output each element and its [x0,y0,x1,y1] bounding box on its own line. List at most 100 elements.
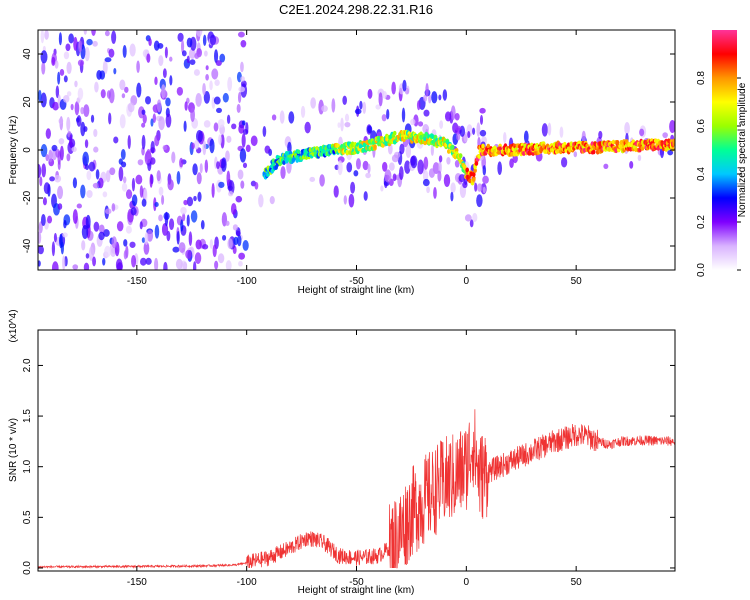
spectrogram-ridge-cell [446,149,451,154]
spectrogram-cell [68,33,74,44]
spectrogram-cell [93,146,99,153]
spectrogram-cell [41,61,46,75]
spectrogram-cell [49,176,55,182]
spectrogram-cell [123,239,128,247]
spectrogram-cell [240,180,245,189]
spectrogram-cell [211,182,215,198]
spectrogram-cell [463,131,468,143]
spectrogram-cell [258,194,264,208]
spectrogram-cell [54,174,62,183]
spectrogram-cell [214,49,219,64]
spectrogram-ridge-cell [582,147,587,153]
spectrogram-cell [337,122,341,128]
spectrogram-cell [391,81,396,95]
spectrogram-cell [186,37,193,48]
spectrogram-cell [145,257,152,265]
spectrogram-cell [76,115,82,127]
spectrogram-cell [217,253,225,264]
spectrogram-cell [241,120,246,126]
spectrogram-cell [392,173,397,182]
spectrogram-ridge-cell [419,131,423,137]
spectrogram-cell [213,96,221,105]
spectrogram-cell [80,121,86,137]
spectrogram-cell [242,162,248,169]
spectrogram-cell [165,113,172,128]
spectrogram-cell [254,181,259,190]
spectrogram-cell [193,195,197,202]
spectrogram-cell [146,229,154,242]
spectrogram-cell [169,56,173,62]
spectrogram-cell [262,126,267,137]
spectrogram-cell [149,157,156,165]
spectrogram-cell [48,149,53,163]
spectrogram-cell [135,174,143,185]
spectrogram-cell [472,127,476,135]
spectrogram-cell [116,221,124,232]
spectrogram-cell [55,85,60,99]
spectrogram-cell [192,261,197,270]
spectrogram-cell [205,65,209,71]
spectrogram-cell [310,97,317,109]
spectrogram-cell [474,182,478,192]
spectrogram-ridge-cell [481,143,485,149]
spectrogram-cell [231,123,237,130]
spectrogram-cell [41,214,46,227]
spectrogram-cell [237,31,245,38]
spectrogram-cell [423,94,428,102]
spectrogram-cell [154,201,159,208]
spectrogram-cell [541,123,548,137]
spectrogram-cell [232,224,238,231]
spectrogram-cell [85,163,90,170]
spectrogram-cell [57,203,63,210]
y-tick-label: 0.5 [22,510,33,524]
spectrogram-cell [150,118,154,127]
spectrogram-ridge-cell [458,153,463,159]
spectrogram-cell [186,196,194,207]
spectrogram-cell [162,145,168,151]
spectrogram-ridge-cell [486,143,491,149]
spectrogram-cell [57,185,64,200]
spectrogram-cell [165,97,171,107]
spectrogram-cell [426,186,430,194]
spectrogram-cell [136,60,140,73]
spectrogram-cell [177,32,184,42]
spectrogram-cell [362,101,367,114]
spectrogram-cell [193,69,200,76]
colorbar-tick-label: 0.6 [696,119,707,133]
colorbar: 0.0 0.2 0.4 0.6 0.8 Normalized spectral ampl… [696,30,748,277]
spectrogram-cell [269,196,275,205]
spectrogram-cell [111,203,116,212]
spectrogram-cell [216,107,222,113]
spectrogram-cell [422,169,429,182]
spectrogram-cell [423,156,429,170]
spectrogram-cell [158,55,164,67]
spectrogram-cell [237,234,242,247]
spectrogram-cell [183,120,187,132]
y-tick-label: 0 [22,147,33,153]
spectrogram-cell [83,262,90,270]
y-tick-label: 1.5 [22,409,33,423]
spectrogram-cell [100,89,106,99]
spectrogram-cell [102,257,106,266]
spectrogram-cell [439,120,444,129]
spectrogram-cell [428,168,435,178]
spectrogram-cell [343,195,347,205]
spectrogram-cell [105,170,111,183]
spectrogram-cell [367,125,373,134]
spectrogram-cell [86,190,93,199]
spectrogram-cell [127,134,131,150]
spectrogram-cell [77,59,85,67]
spectrogram-cell [559,126,564,138]
spectrogram-cell [161,195,165,205]
spectrogram-cell [450,105,456,121]
spectrogram-cell [70,103,74,111]
spectrogram-cell [73,36,78,51]
spectrogram-cell [59,145,64,161]
spectrogram-cell [146,53,151,63]
spectrogram-cell [58,138,65,145]
spectrogram-ridge-cell [498,146,502,152]
spectrogram-cell [581,130,586,144]
spectrogram-cell [467,131,471,139]
spectrogram-cell [346,162,353,173]
spectrogram-ridge-cell [477,154,481,159]
